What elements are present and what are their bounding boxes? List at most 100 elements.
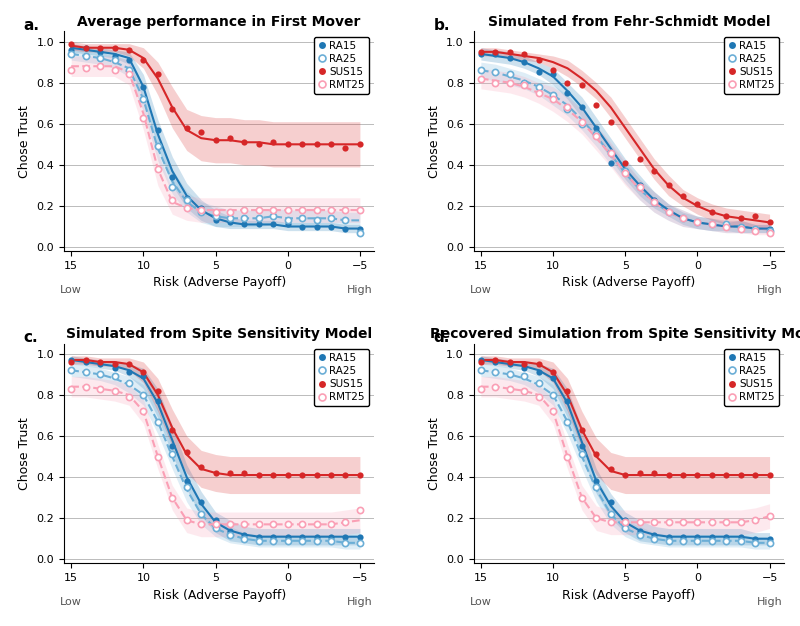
Point xyxy=(604,509,617,519)
Point xyxy=(503,359,516,369)
Point xyxy=(65,49,78,59)
Point xyxy=(166,172,178,182)
Point xyxy=(546,65,559,75)
Point xyxy=(180,483,193,493)
Point xyxy=(282,140,294,150)
Point xyxy=(137,94,150,104)
Legend: RA15, RA25, SUS15, RMT25: RA15, RA25, SUS15, RMT25 xyxy=(723,349,778,406)
Point xyxy=(339,143,352,153)
Text: Low: Low xyxy=(470,285,492,295)
Point xyxy=(94,47,106,57)
Point xyxy=(634,525,646,535)
Point xyxy=(489,367,502,377)
Point xyxy=(503,369,516,379)
Point xyxy=(209,523,222,533)
Point xyxy=(561,78,574,88)
Point xyxy=(238,205,251,215)
Point xyxy=(734,536,747,546)
Point xyxy=(619,168,632,178)
Point xyxy=(474,365,487,375)
Point xyxy=(79,43,92,53)
Point xyxy=(749,223,762,233)
Point xyxy=(691,531,704,541)
Point xyxy=(79,43,92,53)
Point xyxy=(489,382,502,392)
Point xyxy=(634,530,646,540)
Point xyxy=(296,213,309,223)
Point xyxy=(662,517,675,527)
Point xyxy=(734,517,747,527)
Point xyxy=(634,154,646,164)
Point xyxy=(166,195,178,205)
Point xyxy=(354,531,366,541)
Point xyxy=(634,182,646,192)
Point xyxy=(619,517,632,527)
Point xyxy=(296,536,309,546)
Point xyxy=(194,205,207,215)
Point xyxy=(691,217,704,227)
Point xyxy=(65,357,78,367)
Point xyxy=(194,520,207,530)
Legend: RA15, RA25, SUS15, RMT25: RA15, RA25, SUS15, RMT25 xyxy=(723,36,778,95)
Point xyxy=(518,57,530,67)
Point xyxy=(604,148,617,158)
Point xyxy=(619,166,632,176)
Point xyxy=(94,61,106,71)
Point xyxy=(546,390,559,400)
Point xyxy=(720,211,733,221)
Point xyxy=(122,367,135,377)
Point xyxy=(720,531,733,541)
Y-axis label: Chose Trust: Chose Trust xyxy=(18,417,31,490)
Point xyxy=(706,220,718,230)
Point xyxy=(503,357,516,367)
Point xyxy=(122,65,135,75)
Point xyxy=(706,517,718,527)
Point xyxy=(238,468,251,478)
Point xyxy=(590,123,602,133)
Point xyxy=(720,222,733,232)
Point xyxy=(325,213,338,223)
Point xyxy=(489,49,502,59)
Point xyxy=(734,223,747,233)
Point xyxy=(310,215,323,225)
Point xyxy=(238,534,251,544)
X-axis label: Risk (Adverse Payoff): Risk (Adverse Payoff) xyxy=(562,588,695,602)
Point xyxy=(339,517,352,527)
Point xyxy=(604,497,617,507)
X-axis label: Risk (Adverse Payoff): Risk (Adverse Payoff) xyxy=(562,277,695,289)
Point xyxy=(604,464,617,474)
Point xyxy=(296,470,309,480)
Point xyxy=(325,140,338,150)
Point xyxy=(267,205,280,215)
Point xyxy=(720,536,733,546)
Point xyxy=(122,392,135,402)
Point xyxy=(267,137,280,147)
Point xyxy=(474,74,487,84)
Point xyxy=(180,195,193,205)
Point xyxy=(209,135,222,145)
Point xyxy=(518,80,530,90)
Point xyxy=(325,222,338,232)
Point xyxy=(339,538,352,548)
Point xyxy=(763,217,776,227)
Point xyxy=(137,390,150,400)
Text: High: High xyxy=(347,597,373,607)
Point xyxy=(677,213,690,223)
Point xyxy=(575,449,588,459)
Point xyxy=(253,536,266,546)
Title: Recovered Simulation from Spite Sensitivity Model: Recovered Simulation from Spite Sensitiv… xyxy=(430,327,800,341)
Point xyxy=(223,525,236,535)
Point xyxy=(122,45,135,55)
Point xyxy=(238,137,251,147)
Point xyxy=(194,462,207,472)
Point xyxy=(561,451,574,461)
Point xyxy=(79,63,92,73)
Point xyxy=(209,520,222,530)
Point xyxy=(575,116,588,126)
Point xyxy=(474,357,487,367)
Point xyxy=(310,531,323,541)
Point xyxy=(662,180,675,190)
Point xyxy=(122,55,135,65)
Point xyxy=(166,449,178,459)
Point xyxy=(354,538,366,548)
